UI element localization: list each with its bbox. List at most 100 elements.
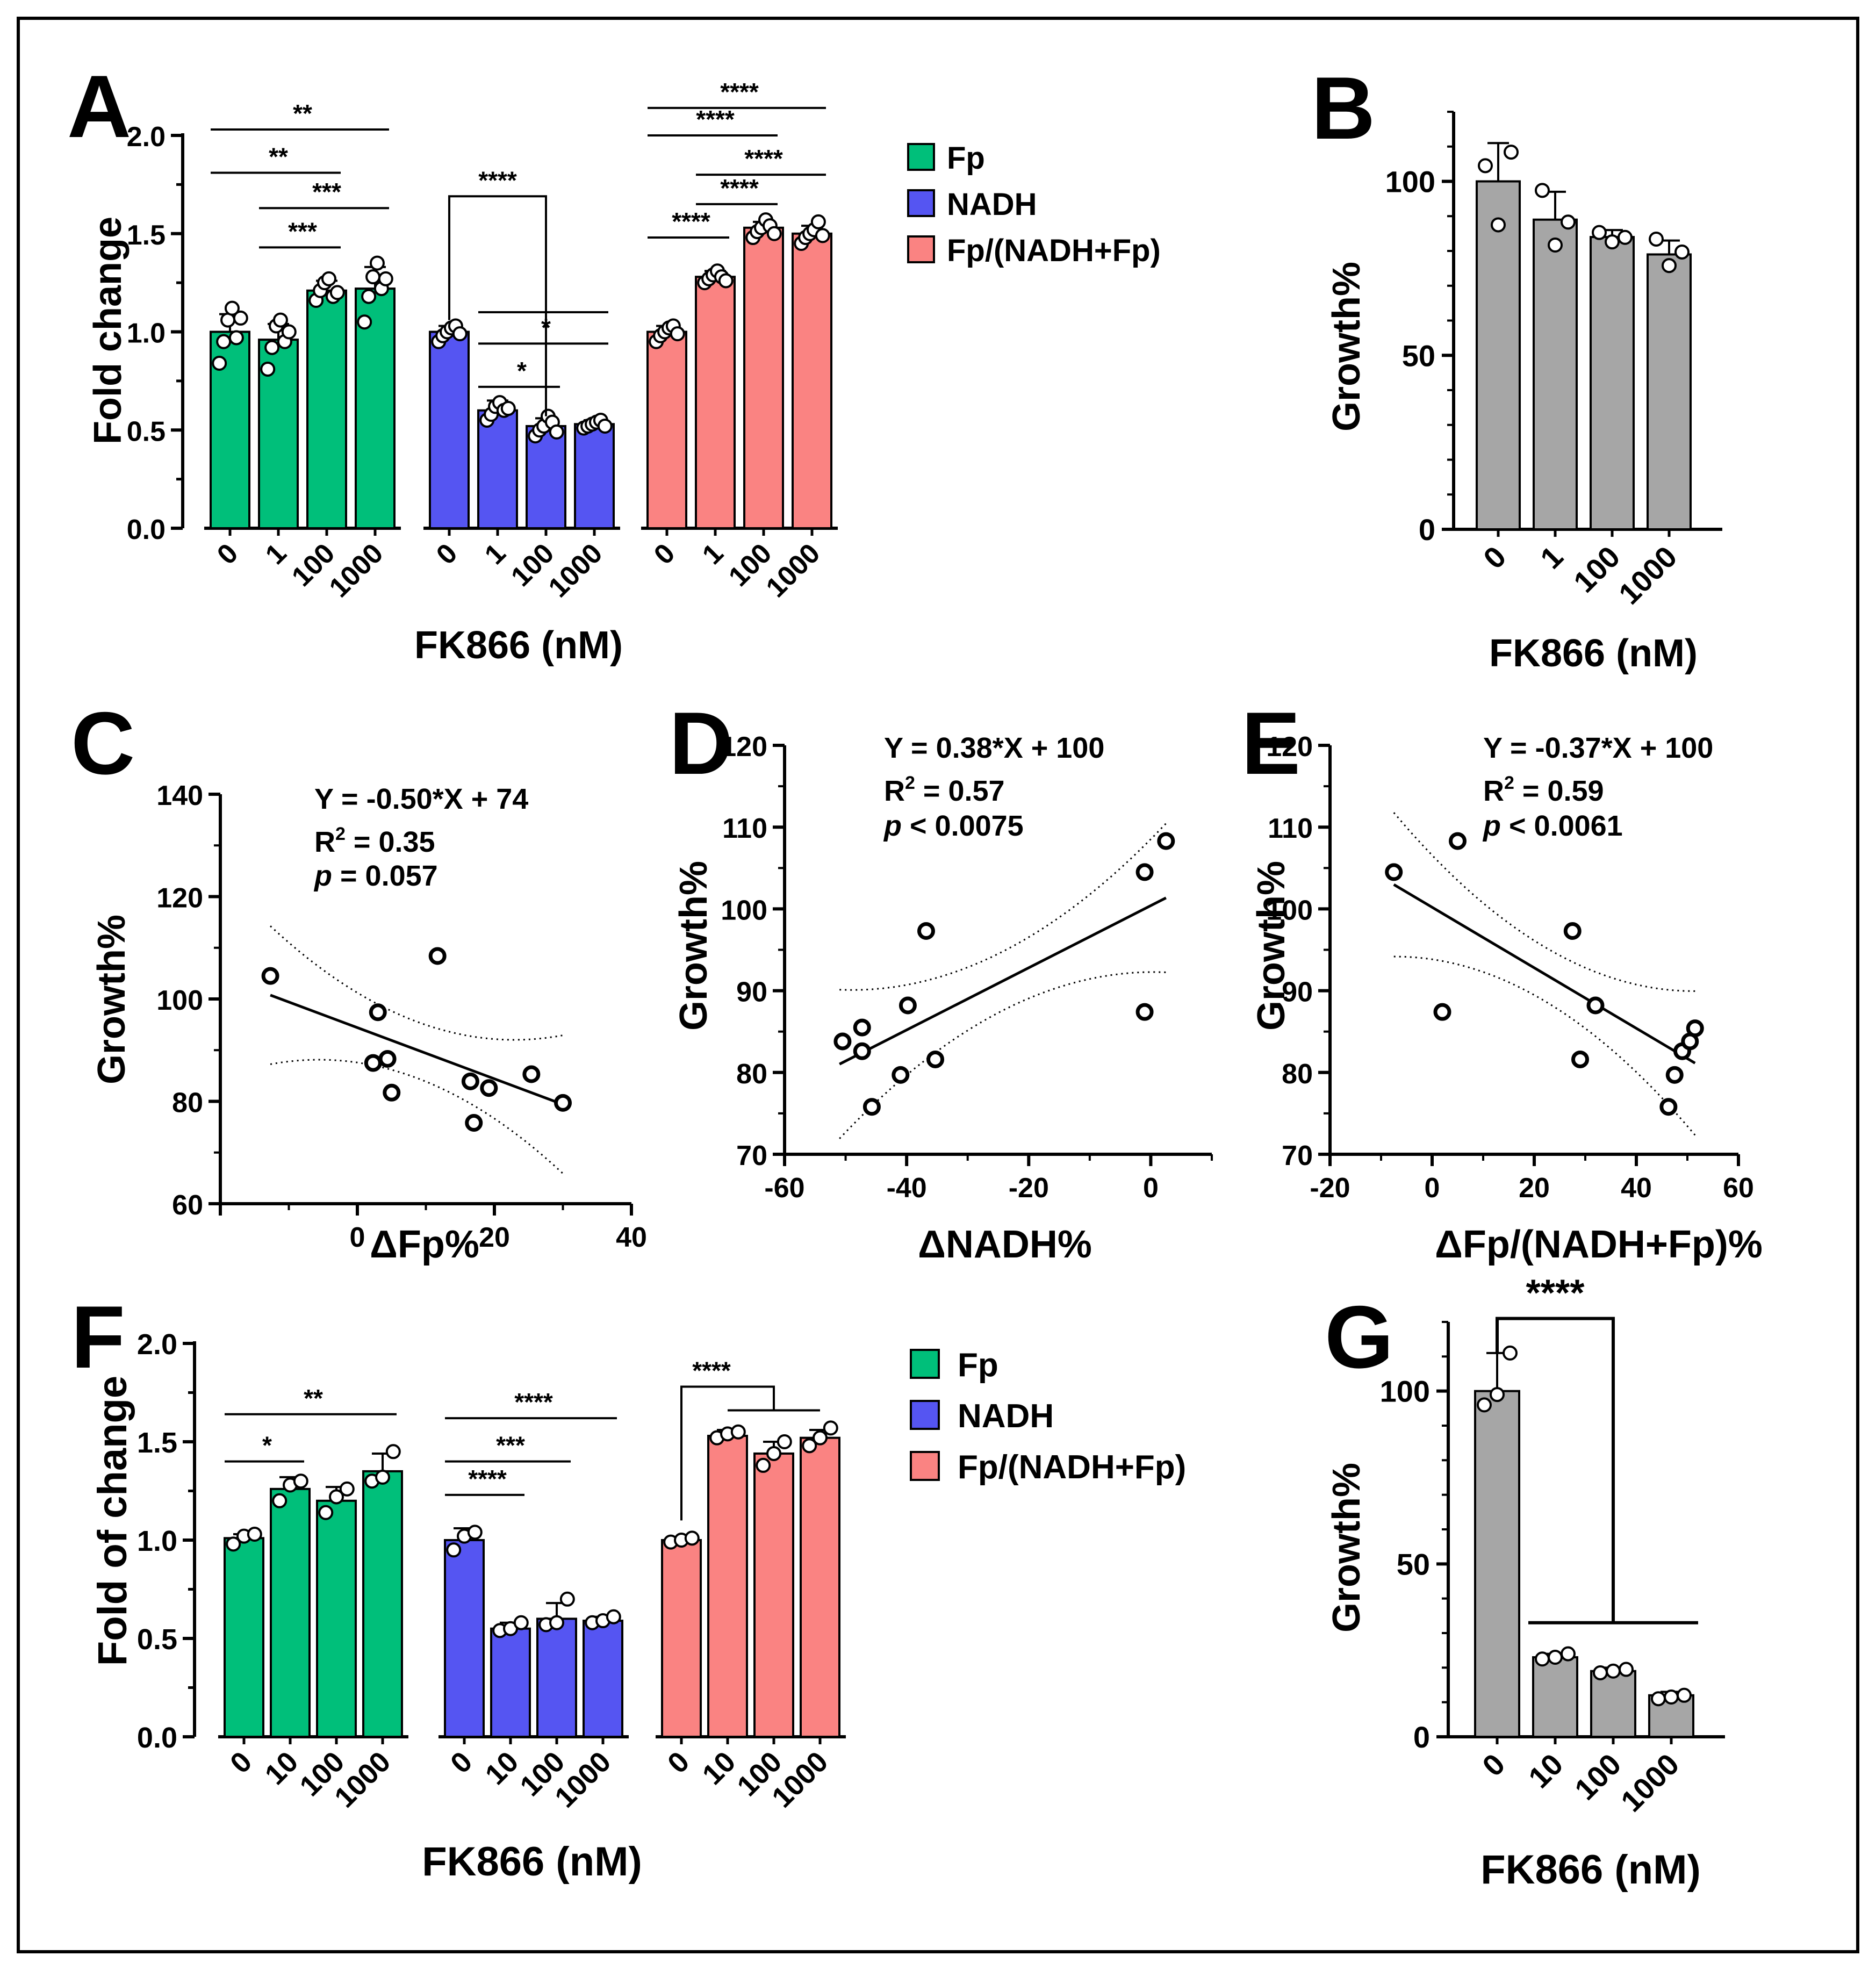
panel-a-data-point bbox=[272, 312, 288, 328]
panel-f-data-point bbox=[339, 1481, 355, 1497]
panel-d-confidence-lower bbox=[839, 971, 1166, 1139]
panel-e-data-point bbox=[1433, 1003, 1451, 1021]
panel-a-bar-ratio-1 bbox=[695, 276, 736, 529]
panel-g-xtick-label: 1000 bbox=[1614, 1747, 1686, 1818]
panel-d-data-point bbox=[1135, 863, 1154, 881]
panel-d-ytick-label: 120 bbox=[721, 731, 767, 763]
panel-a-data-point bbox=[365, 269, 381, 285]
panel-d-data-point bbox=[926, 1050, 945, 1068]
panel-f-data-point bbox=[823, 1420, 838, 1436]
panel-c-data-point bbox=[261, 967, 279, 985]
panel-d-confidence-upper bbox=[839, 823, 1167, 991]
panel-b-data-point bbox=[1535, 183, 1550, 198]
panel-c-data-point bbox=[554, 1094, 572, 1112]
panel-f-data-point bbox=[272, 1493, 287, 1508]
panel-b-data-point bbox=[1548, 237, 1563, 253]
panel-f-ylabel: Fold of change bbox=[90, 1376, 135, 1666]
panel-b-xtick-label: 1 bbox=[1534, 540, 1570, 576]
panel-b-xlabel: FK866 (nM) bbox=[1489, 632, 1698, 675]
panel-b-data-point bbox=[1662, 258, 1677, 274]
panel-f-ytick-label: 0.5 bbox=[137, 1623, 177, 1656]
panel-c-data-point bbox=[480, 1079, 498, 1097]
panel-a-sig-bracket bbox=[448, 195, 547, 416]
panel-b-data-point bbox=[1649, 231, 1664, 247]
panel-a-bar-fp-100 bbox=[306, 289, 347, 529]
panel-a-sig-label: *** bbox=[312, 178, 341, 206]
panel-a-data-point bbox=[766, 226, 782, 241]
panel-a-data-point bbox=[357, 314, 372, 330]
panel-c-r2: R2 = 0.35 bbox=[314, 824, 435, 858]
panel-g-bar-100 bbox=[1590, 1670, 1636, 1738]
panel-a-sig-label: **** bbox=[696, 105, 735, 133]
panel-f-sig-label: **** bbox=[692, 1357, 731, 1385]
panel-f-data-point bbox=[684, 1530, 700, 1546]
panel-f-sig-tree bbox=[680, 1385, 775, 1521]
panel-a-data-point bbox=[233, 310, 248, 326]
panel-d-equation: Y = 0.38*X + 100 bbox=[884, 732, 1104, 764]
panel-c-p-value: = 0.057 bbox=[332, 860, 438, 892]
panel-a-sig-label: * bbox=[541, 313, 551, 341]
panel-e-data-point bbox=[1586, 996, 1605, 1015]
panel-f-xtick-label: 0 bbox=[444, 1745, 479, 1780]
panel-d-p: p < 0.0075 bbox=[883, 810, 1024, 842]
panel-a-xtick-label: 0 bbox=[211, 537, 244, 570]
legend-f-swatch-ratio bbox=[910, 1451, 940, 1481]
panel-d-p-value: < 0.0075 bbox=[902, 810, 1024, 842]
panel-d-r2-r: R bbox=[884, 775, 905, 807]
panel-a-data-point bbox=[597, 418, 613, 434]
panel-e-ytick-label: 100 bbox=[1266, 895, 1313, 926]
panel-label-c: C bbox=[71, 694, 135, 793]
panel-a-ytick-label: 1.0 bbox=[127, 318, 166, 349]
panel-e-chart: 70 80 90 100 110 120 -20 0 20 40 60 Growth% ΔFp/(N… bbox=[1250, 731, 1763, 1266]
panel-d-data-point bbox=[853, 1042, 871, 1060]
panel-c-xtick-label: 0 bbox=[350, 1222, 365, 1253]
panel-e-data-point bbox=[1449, 832, 1467, 850]
panel-d-xtick-label: 0 bbox=[1143, 1173, 1159, 1204]
panel-f-bar-ratio-1000 bbox=[800, 1436, 840, 1738]
panel-f-sig-label: *** bbox=[496, 1432, 525, 1459]
panel-c-data-point bbox=[522, 1065, 541, 1083]
panel-a-bar-ratio-0 bbox=[646, 330, 687, 529]
panel-c-data-point bbox=[369, 1003, 387, 1022]
panel-a-data-point bbox=[224, 300, 240, 316]
panel-d-p-italic: p bbox=[883, 810, 902, 842]
panel-f-bar-nadh-0 bbox=[444, 1539, 485, 1738]
panel-g-data-point bbox=[1619, 1662, 1634, 1677]
panel-e-ytick-label: 120 bbox=[1266, 731, 1313, 763]
panel-f-data-point bbox=[318, 1505, 334, 1520]
panel-e-xtick-label: 60 bbox=[1723, 1173, 1754, 1204]
panel-e-xtick-label: 20 bbox=[1519, 1173, 1550, 1204]
panel-a-bar-nadh-0 bbox=[429, 330, 470, 529]
panel-d-ytick-label: 110 bbox=[722, 813, 767, 844]
panel-d-xtick-label: -40 bbox=[887, 1173, 927, 1204]
panel-f-data-point bbox=[226, 1536, 241, 1552]
panel-d-data-point bbox=[833, 1032, 852, 1051]
panel-f-data-point bbox=[375, 1469, 390, 1485]
panel-d-chart: 70 80 90 100 110 120 -60 -40 -20 0 Growth% ΔNADH%… bbox=[672, 731, 1213, 1266]
legend-a-swatch-fp bbox=[907, 143, 935, 171]
panel-b-xtick-label: 1000 bbox=[1612, 540, 1684, 611]
panel-a-data-point bbox=[500, 401, 516, 416]
panel-e-r2-value: = 0.59 bbox=[1514, 775, 1604, 807]
panel-g-xlabel: FK866 (nM) bbox=[1480, 1847, 1701, 1893]
panel-d-xlabel: ΔNADH% bbox=[918, 1223, 1092, 1266]
panel-c-p: p = 0.057 bbox=[313, 860, 438, 892]
panel-d-data-point bbox=[1157, 832, 1175, 850]
panel-d-ylabel: Growth% bbox=[672, 861, 715, 1031]
panel-b-bar-1000 bbox=[1647, 253, 1692, 530]
panel-label-a: A bbox=[67, 57, 131, 156]
panel-g-data-point bbox=[1677, 1687, 1692, 1703]
panel-g-ytick-label: 100 bbox=[1380, 1375, 1430, 1408]
panel-f-data-point bbox=[293, 1473, 308, 1489]
panel-a-sig-label: * bbox=[517, 357, 527, 385]
panel-b-data-point bbox=[1491, 217, 1506, 233]
panel-c-equation: Y = -0.50*X + 74 bbox=[314, 783, 528, 815]
panel-f-ytick-label: 0.0 bbox=[137, 1722, 177, 1754]
panel-d-data-point bbox=[1135, 1003, 1154, 1021]
panel-e-fit-line bbox=[1393, 883, 1696, 1065]
panel-c-data-point bbox=[465, 1114, 483, 1132]
panel-c-r2-r: R bbox=[314, 826, 335, 858]
panel-e-ytick-label: 90 bbox=[1282, 977, 1313, 1008]
